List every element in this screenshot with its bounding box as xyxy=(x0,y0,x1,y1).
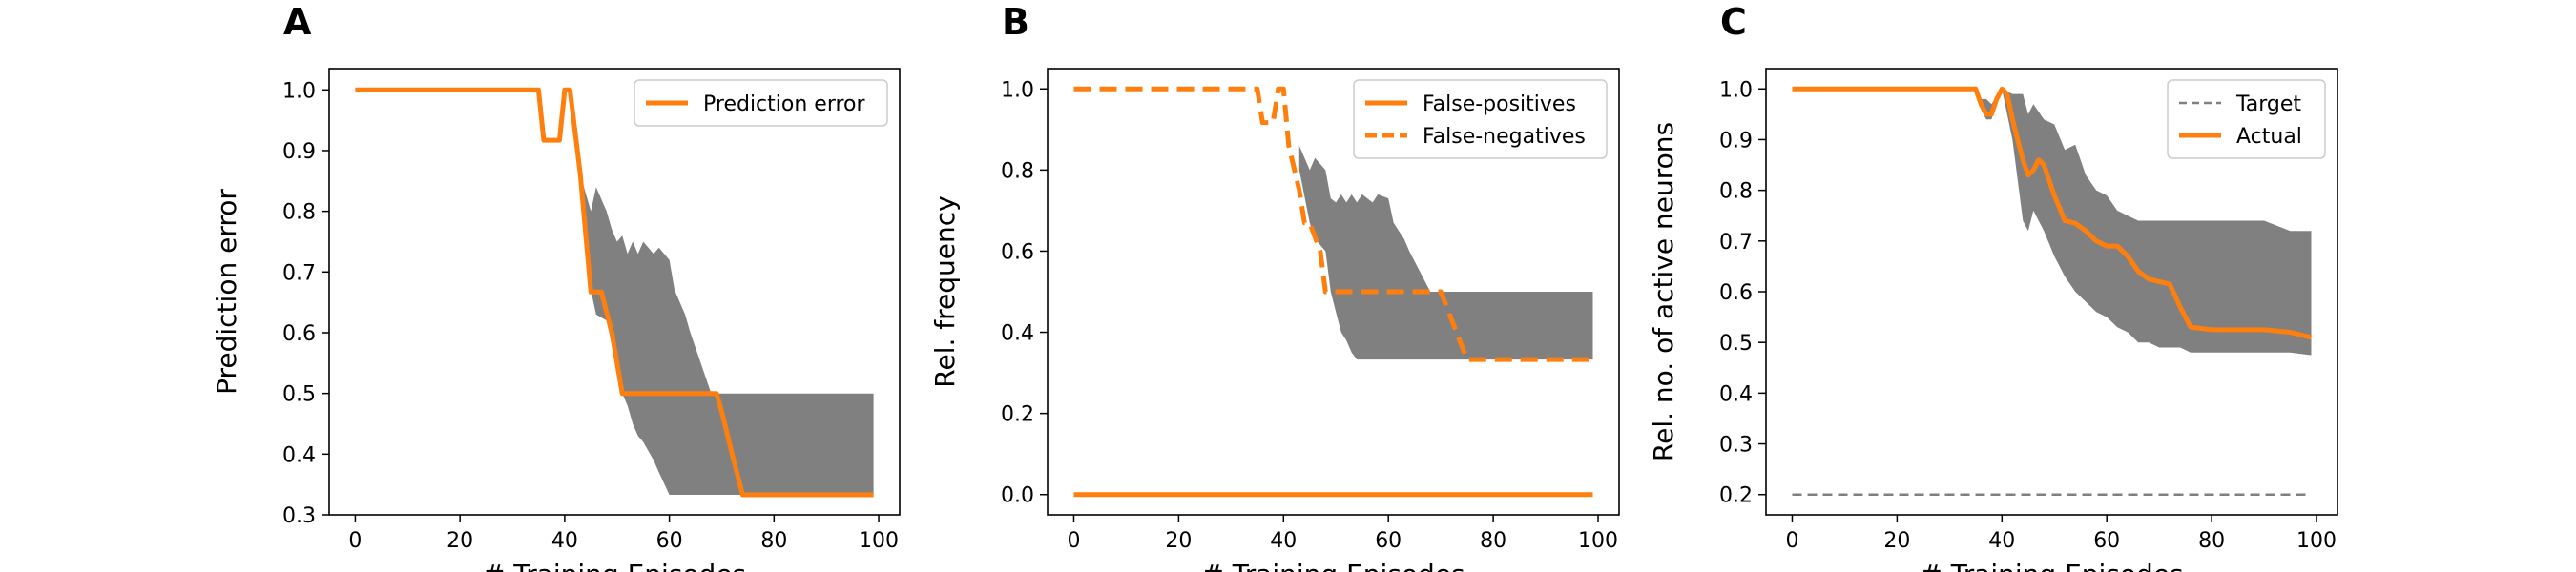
y-axis-label: Rel. frequency xyxy=(929,195,961,387)
x-tick-label: 0 xyxy=(348,529,362,553)
axes-frame xyxy=(1047,68,1620,516)
legend-box xyxy=(2167,79,2326,159)
x-tick-label: 20 xyxy=(1165,529,1192,553)
y-axis-label: Prediction error xyxy=(211,189,242,395)
y-tick-label: 0.5 xyxy=(282,383,316,407)
x-tick-label: 60 xyxy=(2093,529,2120,553)
y-tick-label: 0.2 xyxy=(1719,484,1753,508)
legend-box xyxy=(1353,79,1608,159)
x-tick-label: 40 xyxy=(551,529,578,553)
x-axis-label: # Training Episodes xyxy=(1201,559,1465,572)
y-tick-label: 1.0 xyxy=(1001,78,1034,102)
x-tick-label: 60 xyxy=(1375,529,1402,553)
y-tick-label: 0.3 xyxy=(282,504,316,528)
legend-label: False-positives xyxy=(1423,92,1576,116)
x-tick-label: 100 xyxy=(859,529,899,553)
y-tick-label: 0.4 xyxy=(282,443,316,467)
x-tick-label: 0 xyxy=(1067,529,1080,553)
x-tick-label: 0 xyxy=(1785,529,1798,553)
x-tick-label: 20 xyxy=(447,529,473,553)
y-tick-label: 0.9 xyxy=(1719,129,1753,153)
x-tick-label: 40 xyxy=(1270,529,1297,553)
y-axis-label: Rel. no. of active neurons xyxy=(1648,122,1679,461)
x-tick-label: 100 xyxy=(2296,529,2337,553)
x-tick-label: 80 xyxy=(1480,529,1506,553)
y-tick-label: 0.2 xyxy=(1001,403,1034,427)
legend-label: Prediction error xyxy=(703,92,865,116)
legend-label: Target xyxy=(2235,92,2301,116)
legend-label: Actual xyxy=(2236,125,2302,149)
x-tick-label: 100 xyxy=(1578,529,1618,553)
y-tick-label: 0.8 xyxy=(1719,180,1753,204)
legend-box xyxy=(634,79,888,127)
x-axis-label: # Training Episodes xyxy=(483,559,746,572)
axes-frame xyxy=(328,68,901,516)
range-band xyxy=(580,174,874,495)
legend-label: False-negatives xyxy=(1423,125,1586,149)
y-tick-label: 0.4 xyxy=(1719,382,1753,406)
y-tick-label: 0.7 xyxy=(1719,231,1753,255)
panel-letter: B xyxy=(1002,1,1029,43)
y-tick-label: 0.6 xyxy=(1001,240,1034,264)
y-tick-label: 0.4 xyxy=(1001,322,1034,346)
x-tick-label: 40 xyxy=(1988,529,2015,553)
y-tick-label: 0.5 xyxy=(1719,332,1753,356)
panel-letter: C xyxy=(1720,1,1747,43)
x-axis-label: # Training Episodes xyxy=(1920,559,2183,572)
chart-panel-c: C 0 20 40 60 80 100 0.2 0.3 0.4 0.5 0.6 0.7 0.8 0.9 1.0… xyxy=(1648,1,2338,572)
panel-letter: A xyxy=(283,1,312,43)
x-tick-label: 20 xyxy=(1883,529,1910,553)
range-band xyxy=(1975,89,2312,356)
y-tick-label: 0.6 xyxy=(282,322,316,346)
y-tick-label: 0.3 xyxy=(1719,434,1753,458)
series-line-false-negatives xyxy=(1073,86,1593,362)
y-tick-label: 0.8 xyxy=(282,201,316,225)
y-tick-label: 1.0 xyxy=(282,79,316,103)
x-tick-label: 60 xyxy=(656,529,683,553)
x-tick-label: 80 xyxy=(760,529,787,553)
series-line-prediction-error xyxy=(355,87,874,498)
y-tick-label: 1.0 xyxy=(1719,78,1753,102)
y-tick-label: 0.6 xyxy=(1719,281,1753,305)
series-line-actual xyxy=(1792,86,2313,340)
y-tick-label: 0.8 xyxy=(1001,159,1034,183)
x-tick-label: 80 xyxy=(2198,529,2225,553)
y-tick-label: 0.0 xyxy=(1001,484,1034,508)
y-tick-label: 0.9 xyxy=(282,140,316,164)
y-tick-label: 0.7 xyxy=(282,261,316,285)
chart-panel-a: A 0 20 40 60 80 100 0.3 0.4 0.5 0.6 0.7 0.8 0.9 1.0 # T… xyxy=(211,1,901,572)
chart-panel-b: B 0 20 40 60 80 100 0.0 0.2 0.4 0.6 0.8 1.0 # Trainin… xyxy=(929,1,1620,572)
range-band xyxy=(1298,145,1593,360)
